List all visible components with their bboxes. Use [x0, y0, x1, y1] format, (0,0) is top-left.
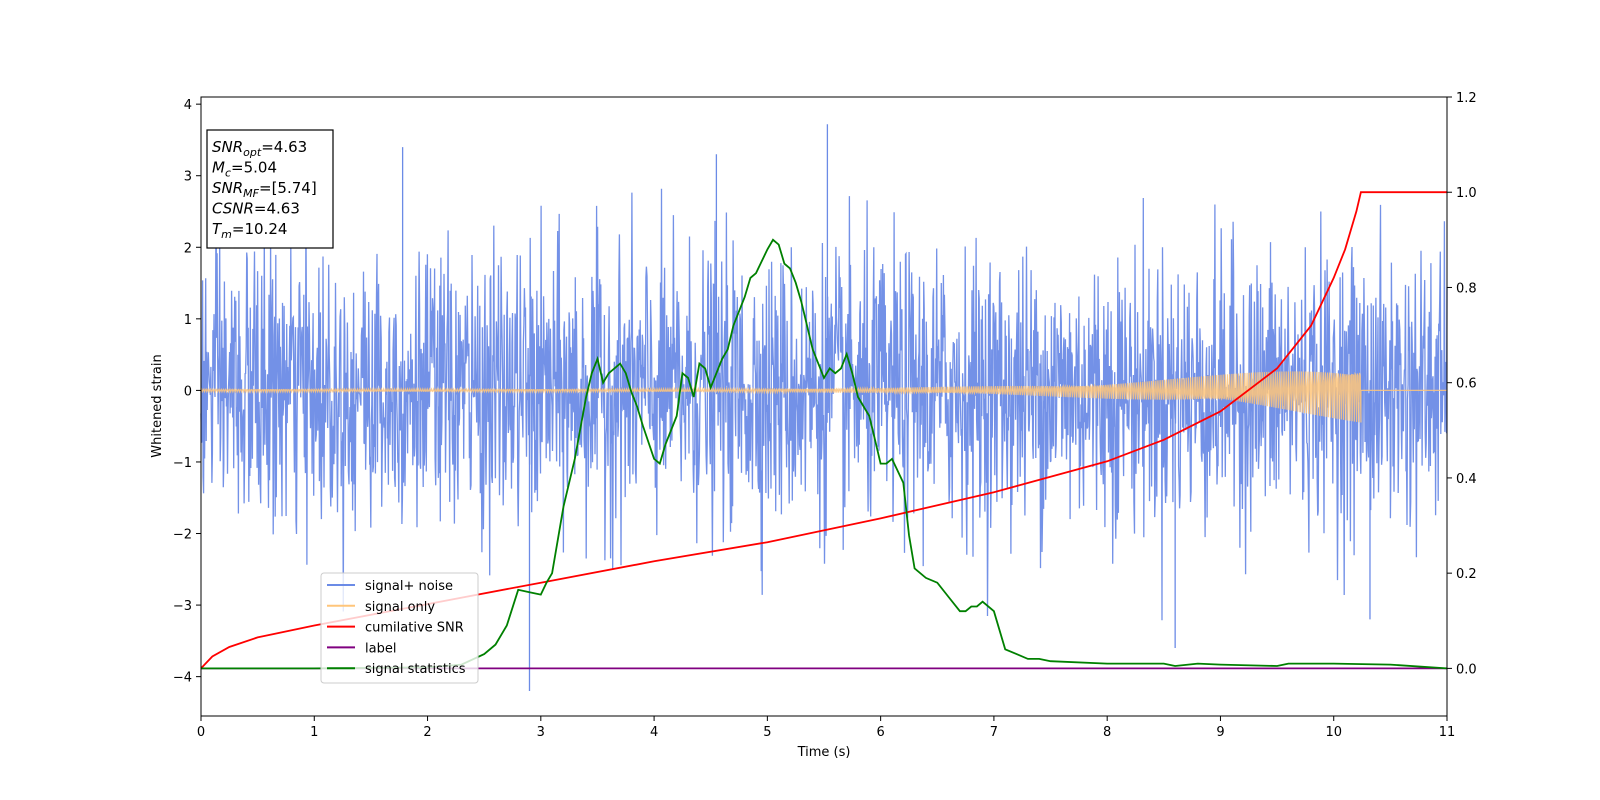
signal-noise-line [200, 187, 1448, 621]
legend-label: signal+ noise [365, 579, 453, 594]
y-right-tick-label: 0.8 [1456, 281, 1477, 296]
x-tick-label: 10 [1325, 725, 1342, 740]
y-axis-left: −4 −3 −2 −1 0 1 2 3 4 [173, 98, 201, 686]
signal-statistics-line [201, 238, 1448, 670]
y-left-tick-label: −2 [173, 528, 192, 543]
signal-only-series [200, 371, 1447, 423]
y-left-tick-label: −3 [173, 599, 192, 614]
plot-frame [200, 96, 1448, 717]
x-tick-label: 5 [763, 725, 771, 740]
legend: signal+ noise signal only cumilative SNR la… [320, 572, 479, 684]
y-right-tick-label: 1.0 [1456, 186, 1477, 201]
y-left-tick-label: 3 [184, 170, 192, 185]
y-axis-label: Whitened strain [150, 354, 165, 457]
y-right-tick-label: 0.4 [1456, 472, 1477, 487]
y-right-tick-label: 0.0 [1456, 662, 1477, 677]
legend-frame [320, 572, 479, 684]
y-left-tick-label: 1 [184, 313, 192, 328]
legend-label: label [365, 641, 396, 656]
annotation-line: SNRMF=[5.74] [212, 179, 317, 200]
y-right-tick-label: 0.6 [1456, 377, 1477, 392]
x-tick-label: 8 [1103, 725, 1111, 740]
x-tick-label: 6 [876, 725, 884, 740]
annotation-line: SNRopt=4.63 [212, 138, 307, 159]
annotation-line: CSNR=4.63 [212, 200, 300, 218]
signal-only-line [200, 371, 1447, 423]
x-tick-label: 7 [990, 725, 998, 740]
y-left-tick-label: 4 [184, 98, 192, 113]
x-tick-label: 3 [537, 725, 545, 740]
y-right-tick-label: 0.2 [1456, 567, 1477, 582]
x-axis-label: Time (s) [797, 745, 851, 760]
y-left-tick-label: −1 [173, 456, 192, 471]
x-tick-label: 11 [1439, 725, 1456, 740]
y-axis-right: 0.0 0.2 0.4 0.6 0.8 1.0 1.2 [1447, 91, 1477, 677]
cumilative-snr-line [200, 191, 1447, 670]
y-left-tick-label: 0 [184, 384, 192, 399]
x-axis: 0 1 2 3 4 5 6 7 8 9 10 11 [197, 716, 1455, 740]
y-right-tick-label: 1.2 [1456, 91, 1477, 106]
annotation-line: Tm=10.24 [212, 220, 287, 241]
legend-label: cumilative SNR [365, 621, 464, 636]
legend-label: signal only [365, 600, 435, 615]
annotation-line: Mc=5.04 [212, 159, 277, 180]
x-tick-label: 0 [197, 725, 205, 740]
x-tick-label: 1 [310, 725, 318, 740]
signal-noise-series [200, 124, 1448, 691]
x-tick-label: 2 [423, 725, 431, 740]
x-tick-label: 4 [650, 725, 658, 740]
y-left-tick-label: 2 [184, 241, 192, 256]
legend-label: signal statistics [365, 662, 466, 677]
annotation-frame [206, 129, 334, 249]
y-left-tick-label: −4 [173, 671, 192, 686]
x-tick-label: 9 [1216, 725, 1224, 740]
